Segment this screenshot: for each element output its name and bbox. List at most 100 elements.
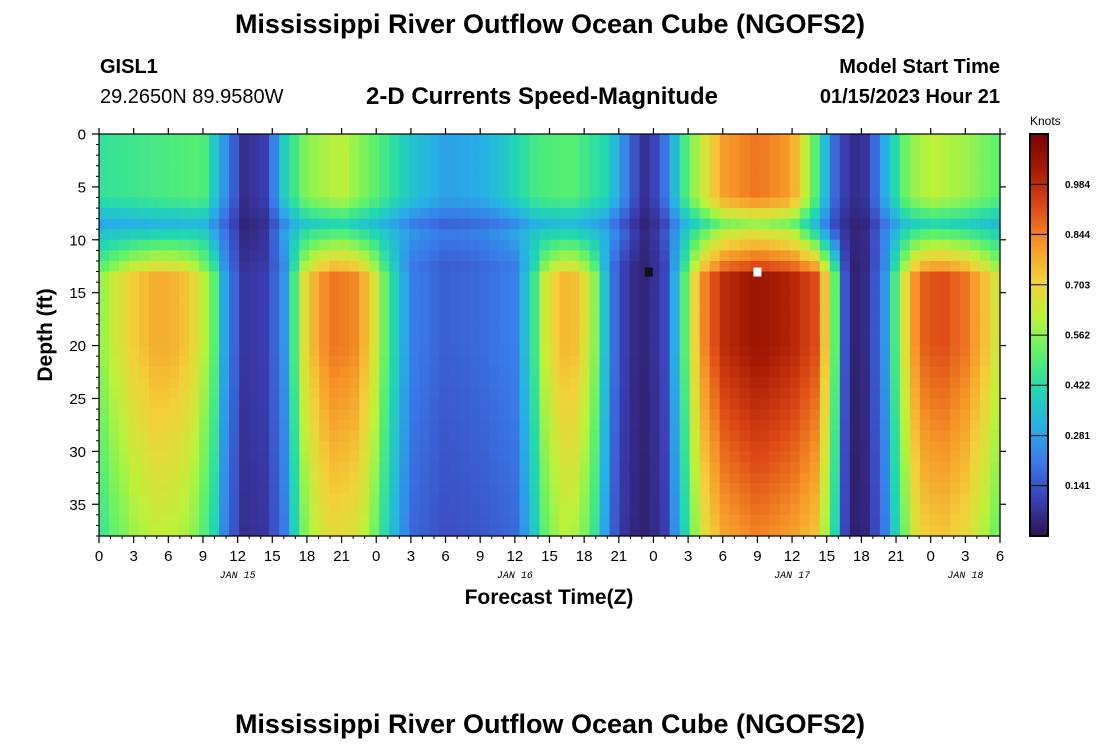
heatmap-cell (539, 504, 551, 516)
heatmap-cell (399, 303, 410, 315)
heatmap-cell (259, 514, 270, 527)
heatmap-cell (329, 282, 340, 294)
heatmap-cell (189, 409, 200, 421)
heatmap-cell (139, 377, 150, 389)
y-tick-label: 35 (69, 497, 86, 514)
heatmap-cell (479, 260, 491, 273)
heatmap-cell (589, 514, 601, 527)
heatmap-cell (669, 144, 681, 156)
heatmap-cell (909, 356, 921, 368)
heatmap-cell (809, 176, 821, 188)
heatmap-cell (979, 525, 991, 537)
heatmap-cell (309, 282, 320, 294)
heatmap-cell (869, 525, 881, 537)
heatmap-cell (579, 409, 591, 421)
heatmap-cell (249, 472, 260, 484)
heatmap-cell (689, 356, 701, 368)
heatmap-cell (789, 229, 801, 241)
heatmap-cell (549, 134, 561, 146)
heatmap-cell (579, 387, 591, 400)
heatmap-cell (299, 292, 310, 304)
heatmap-cell (499, 345, 511, 357)
heatmap-cell (729, 377, 741, 389)
heatmap-cell (429, 472, 440, 484)
heatmap-cell (579, 176, 591, 188)
heatmap-cell (289, 155, 300, 167)
heatmap-cell (719, 472, 731, 484)
heatmap-cell (319, 419, 330, 431)
heatmap-cell (899, 324, 911, 336)
heatmap-cell (549, 303, 561, 315)
heatmap-cell (959, 409, 971, 421)
heatmap-cell (189, 525, 200, 537)
heatmap-cell (699, 335, 711, 347)
heatmap-cell (369, 461, 380, 474)
heatmap-cell (929, 440, 941, 452)
heatmap-cell (519, 335, 531, 347)
heatmap-cell (349, 218, 360, 230)
heatmap-cell (739, 440, 751, 452)
heatmap-cell (499, 176, 511, 188)
heatmap-cell (579, 504, 591, 516)
heatmap-cell (769, 525, 781, 537)
heatmap-cell (299, 229, 310, 241)
heatmap-cell (459, 398, 471, 410)
heatmap-cell (569, 366, 581, 378)
heatmap-cell (189, 134, 200, 146)
heatmap-cell (329, 239, 340, 251)
heatmap-cell (759, 430, 771, 442)
heatmap-cell (959, 398, 971, 410)
heatmap-cell (609, 144, 621, 156)
heatmap-cell (419, 461, 430, 474)
heatmap-cell (159, 345, 170, 357)
heatmap-cell (479, 504, 491, 516)
heatmap-cell (549, 483, 561, 495)
heatmap-cell (409, 271, 420, 283)
heatmap-cell (129, 292, 140, 304)
heatmap-cell (299, 440, 310, 452)
heatmap-cell (959, 451, 971, 463)
heatmap-cell (829, 218, 841, 230)
heatmap-cell (889, 239, 901, 251)
heatmap-cell (929, 324, 941, 336)
heatmap-cell (139, 303, 150, 315)
heatmap-cell (689, 271, 701, 283)
heatmap-cell (219, 493, 230, 505)
heatmap-cell (649, 483, 661, 495)
heatmap-cell (109, 260, 120, 273)
heatmap-cell (759, 165, 771, 177)
heatmap-cell (659, 345, 671, 357)
heatmap-cell (629, 155, 641, 167)
heatmap-cell (559, 282, 571, 294)
heatmap-cell (639, 514, 651, 527)
heatmap-cell (119, 419, 130, 431)
heatmap-cell (889, 250, 901, 262)
heatmap-cell (419, 430, 430, 442)
heatmap-cell (279, 176, 290, 188)
heatmap-cell (769, 493, 781, 505)
heatmap-cell (879, 493, 891, 505)
heatmap-cell (839, 144, 851, 156)
heatmap-cell (429, 260, 440, 273)
heatmap-cell (779, 313, 791, 326)
heatmap-cell (709, 165, 721, 177)
x-tick-label: 15 (818, 548, 835, 565)
heatmap-cell (579, 303, 591, 315)
heatmap-cell (319, 144, 330, 156)
heatmap-cell (969, 282, 981, 294)
heatmap-cell (949, 260, 961, 273)
heatmap-cell (149, 250, 160, 262)
heatmap-cell (249, 165, 260, 177)
heatmap-cell (379, 493, 390, 505)
heatmap-cell (419, 134, 430, 146)
heatmap-cell (569, 493, 581, 505)
heatmap-cell (309, 345, 320, 357)
heatmap-cell (679, 472, 691, 484)
heatmap-cell (709, 472, 721, 484)
heatmap-cell (109, 472, 120, 484)
heatmap-cell (279, 366, 290, 378)
y-tick-label: 25 (69, 391, 86, 408)
heatmap-cell (519, 525, 531, 537)
heatmap-cell (519, 144, 531, 156)
heatmap-cell (549, 440, 561, 452)
